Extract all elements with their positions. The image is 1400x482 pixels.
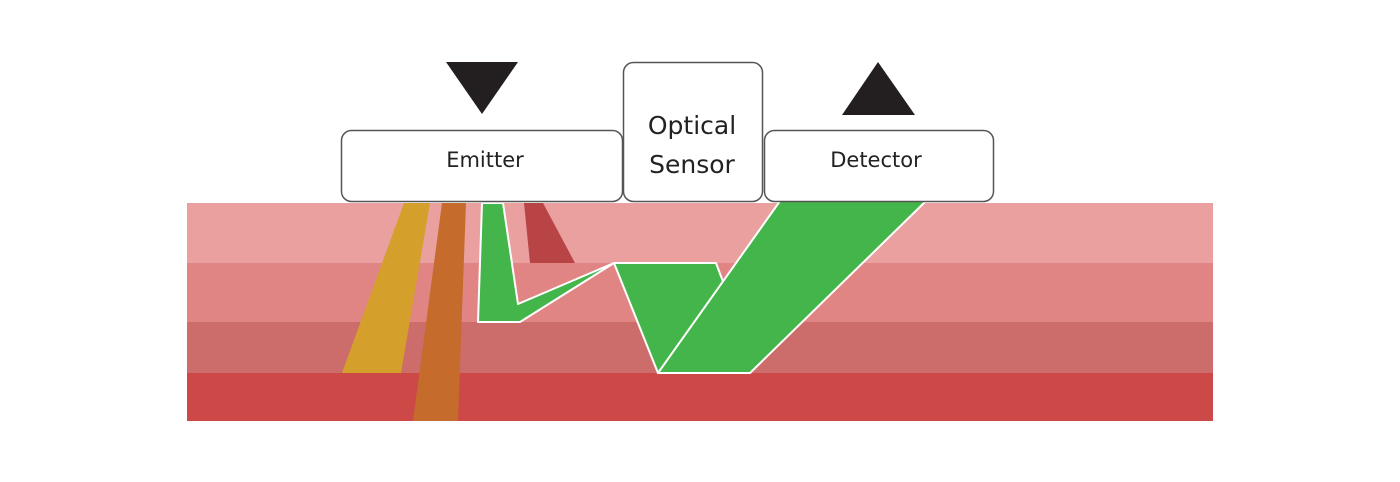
yellow-beam — [342, 203, 430, 373]
up-triangle-icon — [842, 62, 915, 115]
optical-sensor-label-line2: Sensor — [649, 150, 735, 179]
tissue-layer-4 — [187, 373, 1213, 421]
detector-box: Detector — [763, 129, 995, 203]
light-beams — [342, 200, 927, 421]
orange-beam — [413, 203, 466, 421]
emitter-box: Emitter — [340, 129, 624, 203]
detector-label: Detector — [830, 148, 922, 172]
optical-sensor-box: Optical Sensor — [622, 61, 764, 203]
tissue-layer-1 — [187, 203, 1213, 263]
emitter-label: Emitter — [446, 148, 524, 172]
red-beam — [524, 203, 575, 263]
optical-sensor-label-line1: Optical — [648, 111, 736, 140]
down-triangle-icon — [446, 62, 518, 114]
